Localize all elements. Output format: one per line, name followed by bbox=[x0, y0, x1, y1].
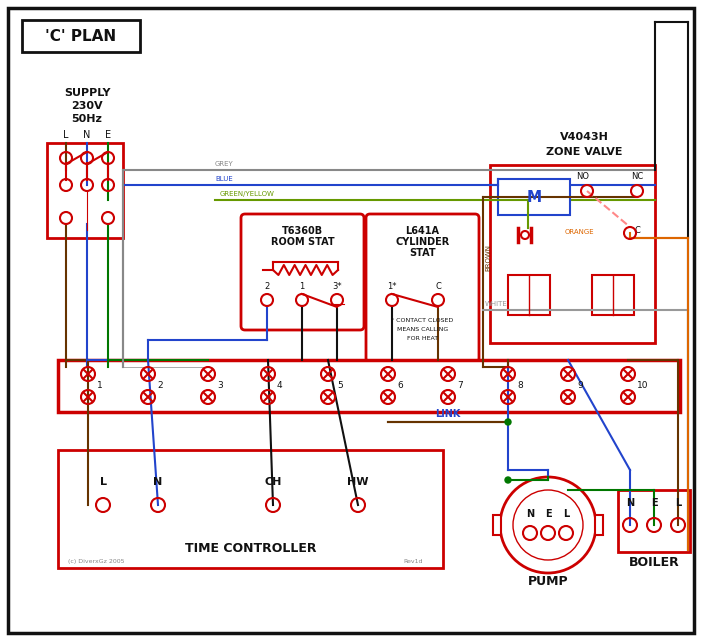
Text: N: N bbox=[526, 509, 534, 519]
Text: ROOM STAT: ROOM STAT bbox=[271, 237, 334, 247]
FancyBboxPatch shape bbox=[595, 515, 603, 535]
Text: N: N bbox=[84, 130, 91, 140]
FancyBboxPatch shape bbox=[22, 20, 140, 52]
Text: V4043H: V4043H bbox=[560, 132, 609, 142]
Text: 8: 8 bbox=[517, 381, 523, 390]
FancyBboxPatch shape bbox=[592, 275, 634, 315]
FancyBboxPatch shape bbox=[8, 8, 694, 633]
Text: BOILER: BOILER bbox=[628, 556, 680, 569]
Text: BROWN: BROWN bbox=[485, 244, 491, 271]
Text: 5: 5 bbox=[337, 381, 343, 390]
Text: ZONE VALVE: ZONE VALVE bbox=[546, 147, 623, 157]
FancyBboxPatch shape bbox=[490, 165, 655, 343]
Text: FOR HEAT: FOR HEAT bbox=[407, 336, 438, 341]
Text: T6360B: T6360B bbox=[282, 226, 323, 236]
Text: SUPPLY: SUPPLY bbox=[64, 88, 110, 98]
Text: 9: 9 bbox=[577, 381, 583, 390]
Text: BLUE: BLUE bbox=[215, 176, 233, 182]
FancyBboxPatch shape bbox=[58, 360, 680, 412]
Text: 1*: 1* bbox=[388, 282, 397, 291]
Text: PUMP: PUMP bbox=[528, 575, 569, 588]
FancyBboxPatch shape bbox=[241, 214, 364, 330]
FancyBboxPatch shape bbox=[498, 179, 570, 215]
Text: E: E bbox=[105, 130, 111, 140]
Text: N: N bbox=[626, 498, 634, 508]
Text: Rev1d: Rev1d bbox=[403, 559, 423, 564]
Circle shape bbox=[505, 477, 511, 483]
FancyBboxPatch shape bbox=[618, 490, 690, 552]
Text: WHITE: WHITE bbox=[485, 301, 508, 307]
FancyBboxPatch shape bbox=[58, 450, 443, 568]
Text: L: L bbox=[675, 498, 681, 508]
Text: GREEN/YELLOW: GREEN/YELLOW bbox=[220, 191, 275, 197]
Text: N: N bbox=[153, 477, 163, 487]
Text: C: C bbox=[634, 226, 640, 235]
Text: 2: 2 bbox=[157, 381, 163, 390]
Text: E: E bbox=[651, 498, 657, 508]
Text: NC: NC bbox=[631, 172, 643, 181]
Text: CH: CH bbox=[265, 477, 282, 487]
Text: 1: 1 bbox=[97, 381, 102, 390]
Text: M: M bbox=[526, 190, 541, 204]
Text: 230V: 230V bbox=[71, 101, 102, 111]
Text: HW: HW bbox=[347, 477, 369, 487]
FancyBboxPatch shape bbox=[493, 515, 501, 535]
Text: L: L bbox=[63, 130, 69, 140]
Circle shape bbox=[505, 419, 511, 425]
Text: LINK: LINK bbox=[435, 409, 461, 419]
Text: L: L bbox=[563, 509, 569, 519]
Text: (c) DiverxGz 2005: (c) DiverxGz 2005 bbox=[68, 559, 124, 564]
Text: STAT: STAT bbox=[409, 248, 436, 258]
Text: 2: 2 bbox=[265, 282, 270, 291]
Text: 1: 1 bbox=[299, 282, 305, 291]
Text: 6: 6 bbox=[397, 381, 403, 390]
FancyBboxPatch shape bbox=[508, 275, 550, 315]
Text: TIME CONTROLLER: TIME CONTROLLER bbox=[185, 542, 316, 555]
Text: MEANS CALLING: MEANS CALLING bbox=[397, 327, 448, 332]
Text: L641A: L641A bbox=[406, 226, 439, 236]
Text: E: E bbox=[545, 509, 551, 519]
Text: NO: NO bbox=[576, 172, 590, 181]
Text: 50Hz: 50Hz bbox=[72, 114, 102, 124]
Text: CYLINDER: CYLINDER bbox=[395, 237, 449, 247]
Text: C: C bbox=[435, 282, 441, 291]
Text: 10: 10 bbox=[637, 381, 649, 390]
Text: 3*: 3* bbox=[332, 282, 342, 291]
Text: * CONTACT CLOSED: * CONTACT CLOSED bbox=[392, 318, 453, 323]
FancyBboxPatch shape bbox=[47, 143, 123, 238]
Text: 'C' PLAN: 'C' PLAN bbox=[46, 28, 117, 44]
Text: 4: 4 bbox=[277, 381, 283, 390]
Text: ORANGE: ORANGE bbox=[565, 229, 595, 235]
FancyBboxPatch shape bbox=[366, 214, 479, 362]
Text: 3: 3 bbox=[217, 381, 223, 390]
Text: GREY: GREY bbox=[215, 161, 234, 167]
Text: 7: 7 bbox=[457, 381, 463, 390]
Text: L: L bbox=[100, 477, 107, 487]
